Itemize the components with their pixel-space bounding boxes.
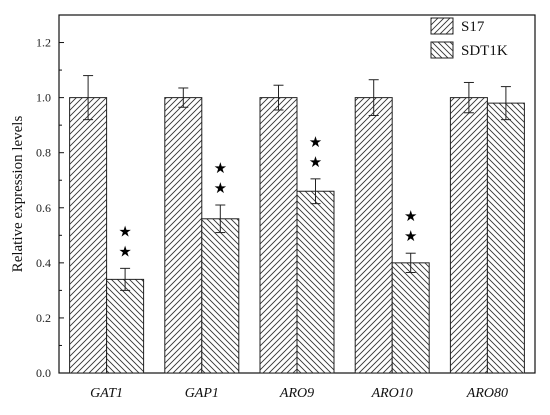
y-tick-label: 0.6	[36, 201, 51, 215]
x-tick-label-aro9: ARO9	[279, 386, 314, 401]
y-tick-label: 1.0	[36, 91, 51, 105]
significance-star: ★	[214, 159, 227, 177]
legend-swatch-s17	[430, 17, 454, 35]
bar-sdt1k-gap1	[201, 218, 240, 374]
legend: S17 SDT1K	[430, 17, 508, 59]
y-tick-label: 0.4	[36, 256, 51, 270]
y-axis-label: Relative expression levels	[10, 116, 26, 273]
bar-s17-aro80	[449, 97, 488, 374]
bar-s17-aro10	[354, 97, 393, 374]
x-tick-label-aro80: ARO80	[466, 386, 508, 401]
legend-label-s17: S17	[461, 19, 485, 35]
bar-sdt1k-aro10	[391, 262, 430, 374]
y-tick-label: 0.0	[36, 366, 51, 380]
x-tick-label-gap1: GAP1	[185, 386, 219, 401]
x-tick-label-aro10: ARO10	[371, 386, 413, 401]
significance-markers: ★ ★ ★ ★ ★ ★ ★ ★	[118, 133, 417, 261]
legend-swatch-sdt1k	[430, 41, 454, 59]
bar-s17-aro9	[259, 97, 298, 374]
bar-sdt1k-aro80	[486, 102, 525, 374]
bar-sdt1k-gat1	[106, 278, 145, 374]
y-tick-label: 0.2	[36, 311, 51, 325]
bar-sdt1k-aro9	[296, 190, 335, 374]
bar-s17-gap1	[164, 97, 203, 374]
legend-label-sdt1k: SDT1K	[461, 43, 508, 59]
bar-s17-gat1	[69, 97, 108, 374]
significance-star: ★	[214, 179, 227, 197]
error-bars-group	[83, 75, 511, 291]
significance-star: ★	[118, 222, 131, 240]
significance-star: ★	[309, 133, 322, 151]
y-tick-label: 0.8	[36, 146, 51, 160]
y-tick-label: 1.2	[36, 36, 51, 50]
significance-star: ★	[404, 207, 417, 225]
significance-star: ★	[309, 153, 322, 171]
significance-star: ★	[404, 227, 417, 245]
significance-star: ★	[118, 242, 131, 260]
x-tick-label-gat1: GAT1	[90, 386, 123, 401]
bars-group	[69, 97, 525, 374]
y-axis: 0.0 0.2 0.4 0.6 0.8 1.0 1.2	[36, 36, 64, 380]
